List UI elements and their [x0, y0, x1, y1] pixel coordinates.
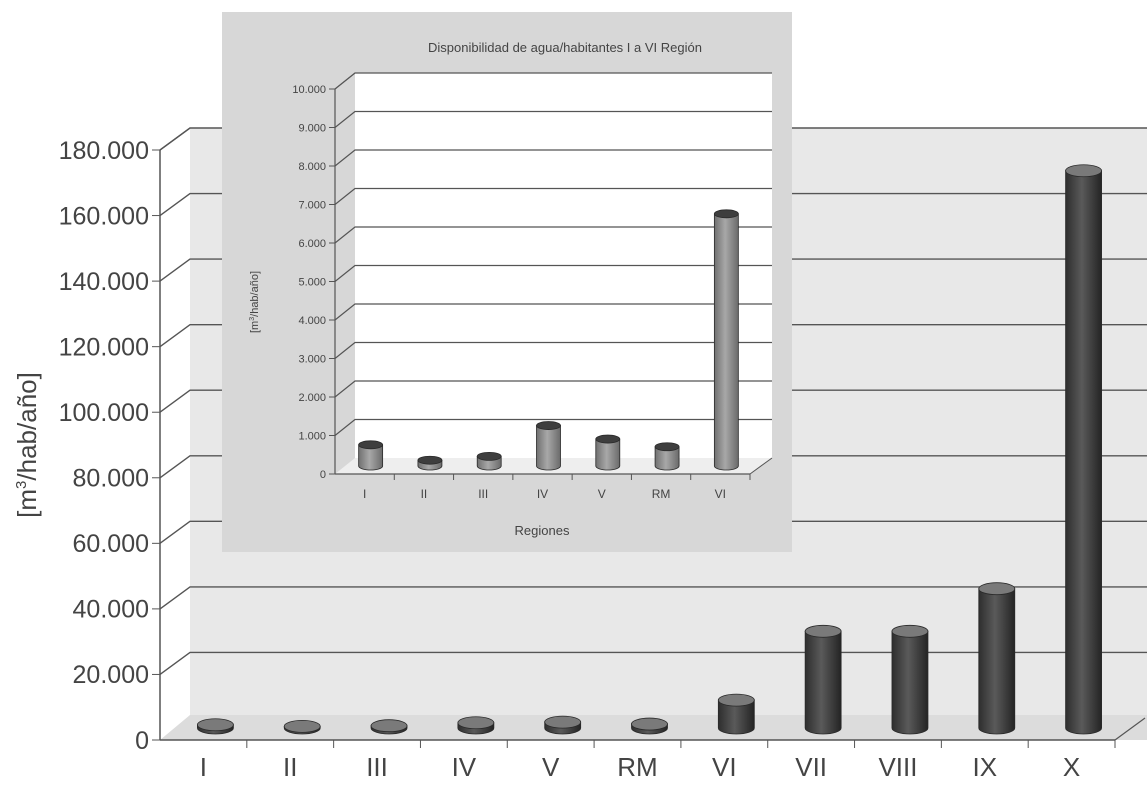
main-y-label-sup: 3 — [13, 481, 30, 489]
main-x-tick-label: V — [542, 752, 560, 782]
main-y-tick-label: 60.000 — [73, 530, 149, 558]
inset-x-tick-label: RM — [652, 487, 671, 501]
inset-y-axis-label: [m3/hab/año] — [249, 271, 261, 333]
inset-bar — [537, 422, 561, 470]
main-x-tick-label: VII — [795, 752, 827, 782]
main-y-tick-label: 160.000 — [59, 202, 149, 230]
main-y-tick-label: 180.000 — [59, 137, 149, 165]
main-y-ticks: 0 20.000 40.000 60.000 80.000 100.000 120.000 1… — [59, 137, 160, 755]
inset-x-tick-label: IV — [537, 487, 548, 501]
main-y-tick-label: 80.000 — [73, 465, 149, 493]
inset-bar — [714, 210, 738, 470]
main-bar — [632, 718, 668, 734]
main-y-tick-label: 140.000 — [59, 268, 149, 296]
inset-bar — [596, 435, 620, 470]
main-bar — [718, 694, 754, 734]
inset-y-tick-label: 8.000 — [298, 161, 326, 173]
main-x-tick-label: RM — [617, 752, 657, 782]
inset-x-tick-label: VI — [715, 487, 726, 501]
main-x-tick-label: VIII — [878, 752, 917, 782]
inset-y-tick-label: 0 — [320, 469, 326, 481]
inset-x-tick-label: II — [421, 487, 428, 501]
main-x-ticks: I II III IV V RM VI VII VIII IX X — [200, 740, 1115, 782]
main-bar — [892, 625, 928, 734]
main-bar — [1066, 165, 1102, 734]
inset-y-label-post: /hab/año] — [249, 271, 261, 317]
main-bar — [458, 717, 494, 734]
inset-chart: Disponibilidad de agua/habitantes I a VI… — [222, 12, 792, 552]
main-y-tick-label: 120.000 — [59, 333, 149, 361]
inset-y-tick-label: 3.000 — [298, 353, 326, 365]
inset-bar — [359, 441, 383, 470]
inset-x-tick-label: III — [478, 487, 488, 501]
main-bar — [371, 720, 407, 734]
main-x-tick-label: X — [1063, 752, 1080, 782]
inset-bar — [655, 443, 679, 470]
inset-x-tick-label: I — [363, 487, 366, 501]
main-y-tick-label: 20.000 — [73, 661, 149, 689]
inset-y-tick-label: 6.000 — [298, 238, 326, 250]
main-x-tick-label: III — [366, 752, 388, 782]
main-bar — [284, 720, 320, 734]
main-x-tick-label: II — [283, 752, 297, 782]
main-y-tick-label: 40.000 — [73, 596, 149, 624]
main-bar — [805, 625, 841, 734]
inset-y-tick-label: 7.000 — [298, 199, 326, 211]
inset-x-axis-label: Regiones — [515, 523, 570, 538]
main-y-tick-label: 0 — [135, 727, 149, 755]
main-bar — [545, 716, 581, 734]
inset-bar — [477, 452, 501, 470]
inset-y-tick-label: 9.000 — [298, 122, 326, 134]
inset-y-tick-label: 4.000 — [298, 315, 326, 327]
inset-y-tick-label: 10.000 — [292, 84, 326, 96]
inset-bar — [418, 456, 442, 470]
main-y-axis-depth — [160, 128, 190, 150]
main-x-tick-label: IX — [972, 752, 997, 782]
inset-x-tick-label: V — [598, 487, 606, 501]
inset-y-tick-label: 1.000 — [298, 430, 326, 442]
main-y-label-post: /hab/año] — [12, 372, 42, 480]
main-bar — [197, 719, 233, 734]
inset-y-label-pre: [m — [249, 321, 261, 333]
main-x-tick-label: VI — [712, 752, 737, 782]
main-y-label-pre: [m — [12, 489, 42, 518]
main-bar — [979, 583, 1015, 734]
main-y-tick-label: 100.000 — [59, 399, 149, 427]
main-x-tick-label: IV — [452, 752, 477, 782]
inset-title: Disponibilidad de agua/habitantes I a VI… — [428, 40, 702, 55]
main-x-tick-label: I — [200, 752, 207, 782]
inset-y-tick-label: 5.000 — [298, 276, 326, 288]
main-y-axis-label: [m3/hab/año] — [12, 372, 42, 518]
inset-y-tick-label: 2.000 — [298, 392, 326, 404]
